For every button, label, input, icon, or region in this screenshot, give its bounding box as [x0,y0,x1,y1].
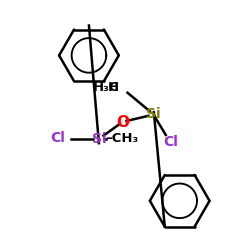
Text: O: O [116,114,129,130]
Text: –CH₃: –CH₃ [106,132,139,145]
Text: H: H [108,81,119,94]
Text: Si: Si [146,107,161,121]
Text: Cl: Cl [50,132,65,145]
Text: Si: Si [92,132,106,146]
Text: H₃C: H₃C [92,81,119,94]
Text: Cl: Cl [163,135,178,149]
